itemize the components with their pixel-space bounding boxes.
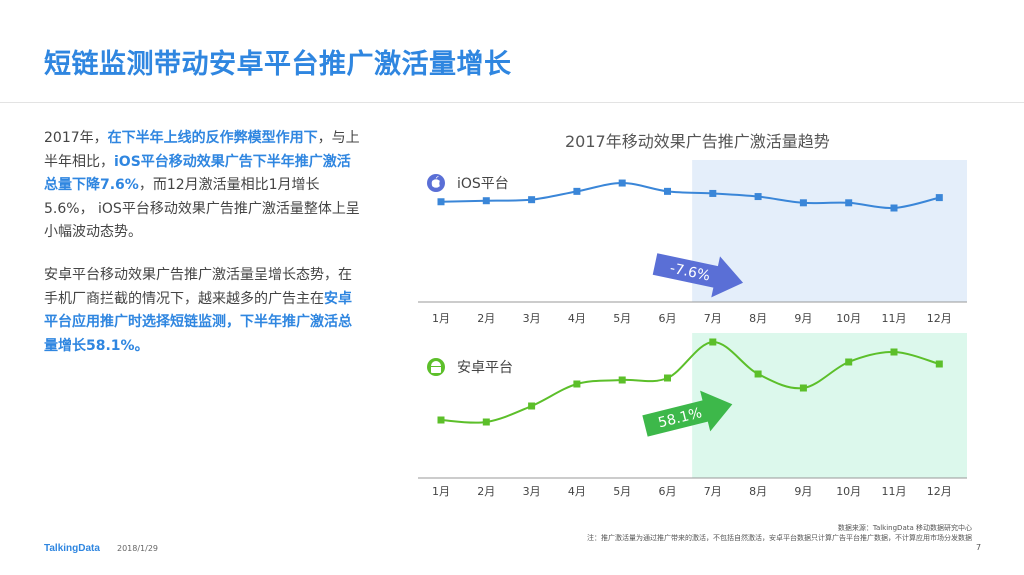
ios-paragraph: 2017年，在下半年上线的反作弊模型作用下，与上半年相比，iOS平台移动效果广告… bbox=[44, 127, 364, 245]
data-point bbox=[437, 416, 445, 424]
x-tick-label: 8月 bbox=[749, 312, 767, 325]
x-tick-label: 7月 bbox=[704, 312, 722, 325]
data-point bbox=[799, 384, 807, 392]
data-point bbox=[709, 189, 717, 197]
x-tick-label: 10月 bbox=[836, 312, 861, 325]
ios-text-2: ，与上半年相比， bbox=[44, 130, 360, 170]
page-title: 短链监测带动安卓平台推广激活量增长 bbox=[44, 49, 512, 80]
x-tick-label: 12月 bbox=[927, 312, 952, 325]
x-tick-label: 2月 bbox=[477, 485, 495, 498]
title-divider bbox=[0, 102, 1024, 103]
data-point bbox=[845, 358, 853, 366]
x-tick-label: 11月 bbox=[882, 485, 907, 498]
data-point bbox=[573, 187, 581, 195]
data-point bbox=[618, 179, 626, 187]
ios-text-1: 2017年， bbox=[44, 130, 108, 146]
data-point bbox=[618, 376, 626, 384]
data-point bbox=[664, 374, 671, 382]
arrow-shape bbox=[652, 253, 744, 298]
x-tick-label: 8月 bbox=[749, 485, 767, 498]
android-highlight-1: 安卓平台应用推广时选择短链监测，下半年推广激活总量增长58.1%。 bbox=[44, 290, 352, 354]
footnote: 注：推广激活量为通过推广带来的激活，不包括自然激活，安卓平台数据只计算广告平台推… bbox=[587, 534, 972, 542]
page-number: 7 bbox=[976, 543, 982, 552]
x-tick-label: 2月 bbox=[477, 312, 495, 325]
series-label: 安卓平台 bbox=[457, 360, 513, 376]
data-point bbox=[935, 360, 943, 368]
series-line bbox=[440, 182, 940, 210]
android-text-1: 安卓平台移动效果广告推广激活量呈增长态势，在手机厂商拦截的情况下，越来越多的广告… bbox=[44, 267, 352, 307]
data-point bbox=[935, 194, 943, 202]
data-point bbox=[845, 199, 853, 207]
ios-text-3: ，而12月激活量相比1月增长5.6%， iOS平台移动效果广告推广激活量整体上呈… bbox=[44, 177, 360, 240]
data-point bbox=[754, 370, 762, 378]
data-point bbox=[573, 380, 581, 388]
data-point bbox=[528, 196, 536, 204]
talkingdata-logo: TalkingData bbox=[44, 543, 100, 554]
highlight-region bbox=[692, 333, 967, 478]
source-note: 数据来源：TalkingData 移动数据研究中心 注：推广激活量为通过推广带来… bbox=[587, 523, 972, 543]
x-tick-label: 1月 bbox=[432, 312, 450, 325]
data-source: 数据来源：TalkingData 移动数据研究中心 bbox=[837, 524, 972, 532]
android-icon-glyph bbox=[431, 361, 441, 373]
x-tick-label: 9月 bbox=[794, 485, 812, 498]
x-tick-label: 6月 bbox=[659, 312, 677, 325]
data-point bbox=[799, 199, 807, 207]
x-tick-label: 5月 bbox=[613, 312, 631, 325]
x-tick-label: 3月 bbox=[523, 485, 541, 498]
x-tick-label: 10月 bbox=[836, 485, 861, 498]
x-tick-label: 6月 bbox=[659, 485, 677, 498]
x-tick-label: 3月 bbox=[523, 312, 541, 325]
x-tick-label: 9月 bbox=[794, 312, 812, 325]
x-tick-label: 4月 bbox=[568, 312, 586, 325]
data-point bbox=[890, 348, 898, 356]
ios-highlight-2: iOS平台移动效果广告下半年推广激活总量下降7.6% bbox=[44, 153, 351, 194]
ios-highlight-1: 在下半年上线的反作弊模型作用下 bbox=[107, 130, 318, 146]
data-point bbox=[664, 187, 671, 195]
x-tick-label: 11月 bbox=[882, 312, 907, 325]
android-paragraph: 安卓平台移动效果广告推广激活量呈增长态势，在手机厂商拦截的情况下，越来越多的广告… bbox=[44, 264, 364, 358]
x-tick-label: 1月 bbox=[432, 485, 450, 498]
series-label: iOS平台 bbox=[457, 176, 509, 192]
data-point bbox=[754, 193, 762, 201]
data-point bbox=[890, 204, 898, 212]
x-tick-label: 4月 bbox=[568, 485, 586, 498]
chart-title: 2017年移动效果广告推广激活量趋势 bbox=[565, 132, 830, 151]
x-tick-label: 12月 bbox=[927, 485, 952, 498]
x-tick-label: 7月 bbox=[704, 485, 722, 498]
data-point bbox=[482, 418, 490, 426]
footer-date: 2018/1/29 bbox=[117, 544, 159, 553]
data-point bbox=[437, 198, 445, 206]
apple-icon-glyph bbox=[431, 176, 440, 188]
data-point bbox=[528, 402, 536, 410]
arrow-shape bbox=[642, 390, 733, 437]
data-point bbox=[709, 338, 717, 346]
x-tick-label: 5月 bbox=[613, 485, 631, 498]
data-point bbox=[482, 197, 490, 205]
